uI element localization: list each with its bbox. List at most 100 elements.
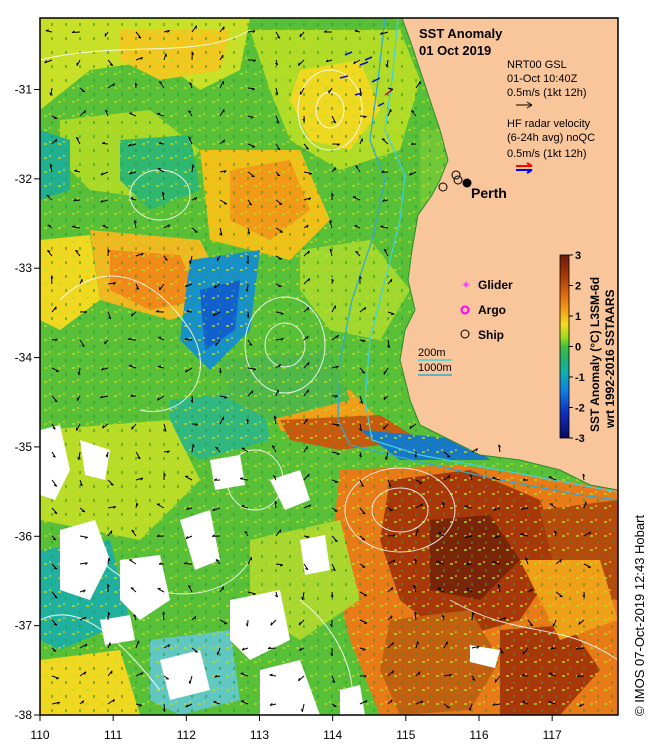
current-arrow: [471, 448, 478, 453]
current-arrow-head: [278, 364, 281, 368]
current-arrow: [50, 87, 53, 96]
current-arrow-head: [213, 478, 218, 481]
current-arrow-head: [211, 534, 216, 537]
current-arrow-head: [184, 337, 188, 341]
current-arrow: [359, 395, 364, 404]
current-arrow: [549, 503, 557, 509]
current-arrow-head: [223, 26, 225, 30]
current-arrow-head: [45, 29, 49, 32]
current-arrow-head: [355, 250, 359, 253]
current-arrow-head: [306, 224, 309, 228]
current-arrow: [135, 283, 140, 290]
current-arrow-head: [112, 699, 115, 703]
current-arrow: [161, 192, 165, 201]
current-arrow-head: [385, 64, 388, 68]
current-arrow: [157, 588, 165, 593]
current-arrow-head: [306, 536, 310, 539]
current-arrow-head: [392, 670, 394, 674]
current-arrow: [548, 673, 557, 677]
current-arrow-head: [307, 307, 310, 311]
current-arrow: [128, 338, 137, 341]
current-arrow: [240, 673, 249, 677]
current-arrow-head: [492, 561, 496, 563]
current-arrow-head: [75, 249, 79, 252]
current-arrow-head: [392, 642, 394, 646]
current-arrow-head: [188, 585, 192, 588]
current-arrow-head: [84, 671, 87, 675]
current-arrow-head: [155, 309, 160, 313]
current-arrow-head: [165, 53, 167, 57]
current-arrow-head: [500, 651, 504, 654]
current-arrow-head: [420, 503, 424, 507]
current-arrow-head: [525, 557, 529, 560]
current-arrow-head: [392, 534, 396, 538]
current-arrow: [107, 59, 114, 66]
current-arrow-head: [336, 424, 340, 427]
current-arrow: [185, 367, 193, 373]
map-frame: [39, 17, 619, 716]
current-arrow-head: [71, 30, 75, 33]
current-arrow-head: [52, 427, 56, 430]
current-arrow-head: [53, 484, 58, 487]
current-arrow-head: [84, 562, 88, 565]
current-arrow-head: [267, 646, 271, 650]
y-tick-label: -35: [15, 440, 33, 454]
current-arrow: [520, 507, 529, 510]
current-arrow: [219, 109, 225, 117]
current-arrow-head: [100, 367, 104, 371]
current-arrow-head: [215, 446, 219, 449]
current-arrow-head: [55, 138, 58, 143]
current-arrow-head: [275, 92, 279, 96]
current-arrow: [275, 389, 279, 397]
current-arrow: [185, 283, 193, 288]
current-arrow: [387, 109, 392, 117]
current-arrow-head: [522, 651, 525, 655]
map-date: 01 Oct 2019: [419, 43, 491, 58]
current-arrow-head: [359, 275, 362, 279]
current-arrow-head: [105, 109, 108, 113]
current-arrow-head: [414, 611, 418, 615]
current-arrow-head: [84, 110, 86, 114]
current-arrow-head: [83, 589, 86, 593]
current-arrow-head: [52, 455, 56, 458]
current-arrow-head: [308, 197, 312, 201]
current-arrow-head: [355, 165, 359, 168]
current-arrow-head: [54, 338, 58, 342]
current-arrow: [79, 507, 86, 513]
current-arrow: [443, 451, 451, 458]
current-arrow-head: [391, 313, 395, 316]
current-arrow: [163, 224, 171, 229]
current-arrow-head: [360, 401, 363, 404]
x-tick-label: 111: [104, 728, 123, 742]
current-arrow: [213, 701, 221, 705]
current-arrow: [383, 249, 389, 257]
current-arrow-head: [46, 194, 50, 197]
current-arrow: [352, 196, 361, 201]
current-arrow: [159, 283, 165, 291]
current-arrow-head: [449, 674, 453, 677]
current-arrow: [51, 138, 58, 145]
current-arrow-head: [246, 260, 249, 265]
current-arrow: [219, 416, 224, 425]
current-arrow-head: [49, 92, 52, 96]
current-arrow-head: [216, 652, 219, 656]
current-arrow-head: [57, 701, 61, 705]
current-arrow: [271, 445, 277, 453]
current-arrow-head: [82, 700, 85, 704]
current-arrow: [51, 619, 58, 626]
current-arrow-head: [131, 426, 133, 430]
current-arrow: [331, 563, 336, 572]
current-arrow-head: [188, 260, 191, 264]
current-arrow: [414, 612, 417, 621]
current-arrow-head: [360, 484, 364, 488]
current-arrow: [219, 139, 225, 145]
current-arrow: [247, 556, 252, 565]
current-arrow: [303, 250, 310, 257]
current-arrow: [415, 479, 423, 484]
current-arrow-head: [576, 674, 580, 677]
current-arrow: [247, 171, 255, 178]
current-arrow-head: [336, 365, 339, 369]
current-arrow-head: [212, 508, 216, 511]
current-arrow-head: [194, 616, 197, 620]
colorbar-tick-label: 3: [575, 250, 581, 262]
